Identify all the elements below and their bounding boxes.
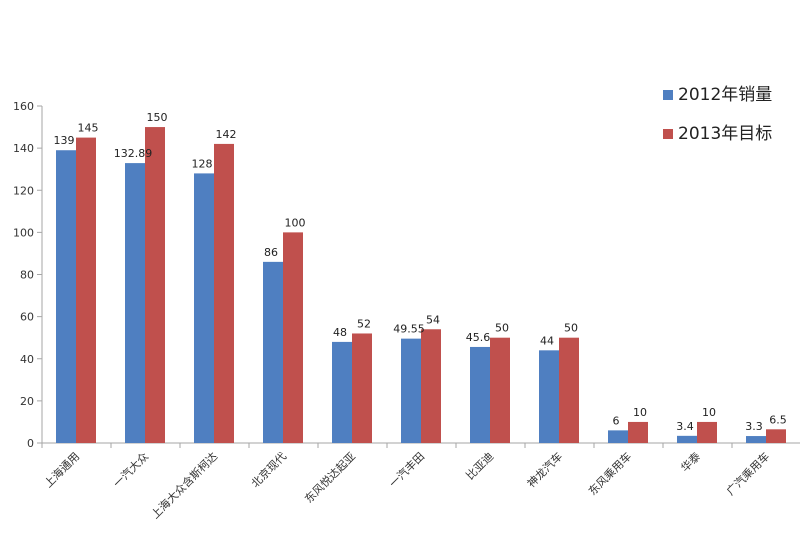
- y-tick-label: 60: [20, 311, 34, 324]
- data-label: 52: [357, 317, 371, 330]
- data-label: 3.4: [676, 420, 694, 433]
- data-label: 139: [54, 134, 75, 147]
- bar-target-2013: [697, 421, 717, 443]
- bar-sales-2012: [263, 261, 283, 443]
- data-label: 142: [216, 128, 237, 141]
- category-label: 上海通用: [41, 449, 82, 490]
- bar-target-2013: [352, 333, 372, 443]
- data-label: 48: [333, 326, 347, 339]
- bar-sales-2012: [608, 430, 628, 443]
- bar-sales-2012: [125, 163, 145, 443]
- data-label: 45.6: [466, 331, 491, 344]
- data-label: 145: [78, 122, 99, 135]
- bar-sales-2012: [332, 341, 352, 443]
- data-label: 132.89: [114, 147, 153, 160]
- legend-label: 2012年销量: [678, 85, 772, 105]
- bar-target-2013: [490, 337, 510, 443]
- data-label: 50: [495, 322, 509, 335]
- category-label: 一汽丰田: [386, 449, 427, 490]
- bar-sales-2012: [470, 346, 490, 443]
- legend-swatch: [663, 90, 673, 100]
- bar-target-2013: [421, 329, 441, 443]
- category-label: 东风乘用车: [585, 449, 634, 498]
- category-label: 比亚迪: [464, 450, 497, 483]
- data-label: 6.5: [769, 413, 787, 426]
- bar-target-2013: [214, 143, 234, 443]
- data-label: 10: [702, 406, 716, 419]
- bar-target-2013: [766, 429, 786, 443]
- chart-bars: [56, 127, 786, 443]
- category-label: 神龙汽车: [524, 449, 565, 490]
- bar-target-2013: [283, 232, 303, 443]
- category-label: 上海大众含斯柯达: [148, 449, 220, 521]
- y-tick-label: 100: [13, 226, 34, 239]
- bar-target-2013: [559, 337, 579, 443]
- bar-target-2013: [145, 127, 165, 443]
- chart-legend: 2012年销量 2013年目标: [663, 85, 772, 144]
- bar-sales-2012: [677, 435, 697, 443]
- data-label: 100: [285, 216, 306, 229]
- legend-label: 2013年目标: [678, 124, 772, 144]
- category-label: 广汽乘用车: [723, 449, 772, 498]
- data-label: 128: [192, 157, 213, 170]
- category-label: 东风悦达起亚: [302, 449, 359, 506]
- data-label: 54: [426, 313, 440, 326]
- bar-sales-2012: [194, 173, 214, 443]
- y-tick-label: 120: [13, 184, 34, 197]
- bar-sales-2012: [746, 436, 766, 443]
- data-label: 150: [147, 111, 168, 124]
- data-label: 10: [633, 406, 647, 419]
- y-tick-label: 80: [20, 269, 34, 282]
- bar-target-2013: [76, 137, 96, 443]
- category-label: 华泰: [678, 449, 703, 474]
- data-label: 6: [613, 414, 620, 427]
- category-label: 北京现代: [248, 449, 289, 490]
- bar-sales-2012: [539, 350, 559, 443]
- data-label: 3.3: [745, 420, 763, 433]
- y-tick-label: 0: [27, 437, 34, 450]
- bar-target-2013: [628, 421, 648, 443]
- y-tick-label: 40: [20, 353, 34, 366]
- bar-sales-2012: [56, 150, 76, 443]
- y-tick-label: 140: [13, 142, 34, 155]
- data-label: 86: [264, 246, 278, 259]
- category-label: 一汽大众: [110, 449, 151, 490]
- chart-axes: 0 20 40 60 80 100 120 140 160: [13, 100, 800, 450]
- bar-sales-2012: [401, 338, 421, 443]
- y-tick-label: 160: [13, 100, 34, 113]
- data-label: 44: [540, 334, 554, 347]
- data-label: 50: [564, 322, 578, 335]
- legend-swatch: [663, 129, 673, 139]
- y-tick-label: 20: [20, 395, 34, 408]
- data-label: 49.55: [393, 323, 425, 336]
